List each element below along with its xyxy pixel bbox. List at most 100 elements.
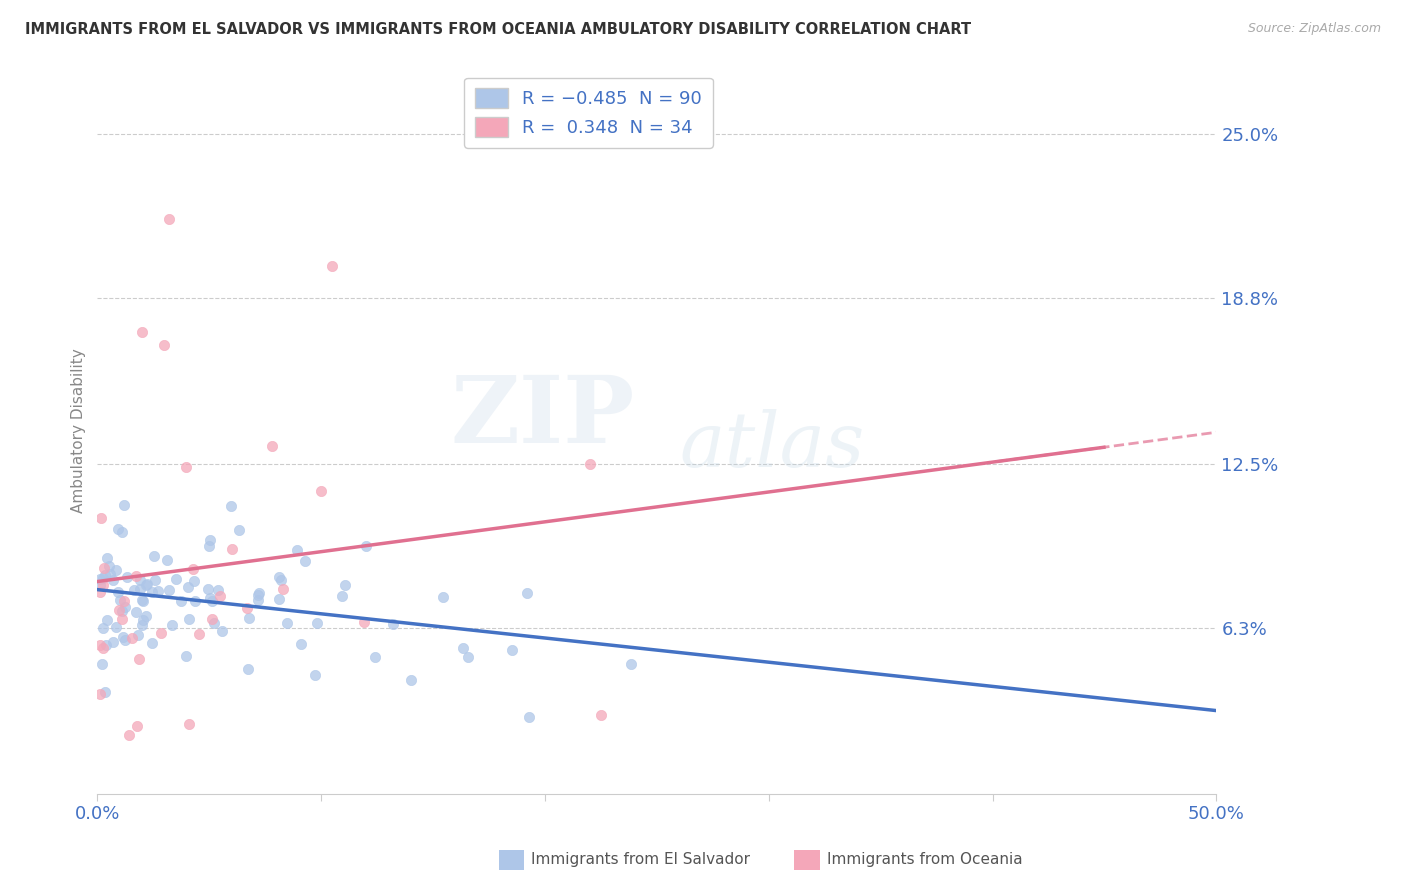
Point	[125, 718, 148, 732]
Text: Source: ZipAtlas.com: Source: ZipAtlas.com	[1247, 22, 1381, 36]
Point	[381, 616, 404, 631]
Point	[96, 551, 118, 566]
Point	[131, 618, 153, 632]
Point	[304, 668, 326, 682]
Point	[114, 599, 136, 614]
Point	[156, 553, 179, 567]
Point	[333, 577, 356, 591]
Point	[111, 525, 134, 540]
Point	[276, 616, 298, 631]
Point	[228, 523, 250, 537]
Point	[453, 640, 475, 655]
Point	[132, 594, 155, 608]
Point	[101, 635, 124, 649]
Text: ZIP: ZIP	[450, 372, 634, 461]
Point	[271, 582, 294, 596]
Point	[90, 511, 112, 525]
Point	[201, 611, 224, 625]
Point	[135, 609, 157, 624]
Point	[330, 589, 353, 603]
Point	[260, 439, 283, 453]
Point	[307, 615, 329, 630]
Point	[198, 533, 221, 548]
Point	[516, 586, 538, 600]
Point	[131, 592, 153, 607]
Point	[112, 593, 135, 607]
Point	[112, 498, 135, 512]
Point	[174, 649, 197, 664]
Point	[111, 604, 134, 618]
Point	[354, 539, 377, 553]
Point	[247, 588, 270, 602]
Point	[207, 583, 229, 598]
Point	[201, 594, 224, 608]
Point	[198, 539, 221, 553]
Point	[91, 621, 114, 635]
Point	[89, 639, 111, 653]
Point	[91, 571, 114, 585]
Point	[363, 649, 385, 664]
Point	[89, 577, 111, 591]
Point	[177, 580, 200, 594]
Point	[121, 632, 143, 646]
Point	[153, 338, 176, 352]
Point	[209, 590, 232, 604]
Point	[294, 554, 316, 568]
Point	[457, 650, 479, 665]
Point	[202, 615, 225, 630]
Point	[578, 457, 600, 471]
Point	[135, 577, 157, 591]
Point	[432, 591, 454, 605]
Point	[247, 592, 270, 607]
Point	[97, 559, 120, 574]
Point	[114, 632, 136, 647]
Point	[93, 561, 115, 575]
Point	[111, 612, 134, 626]
Point	[238, 610, 260, 624]
Point	[90, 657, 112, 672]
Point	[181, 561, 204, 575]
Point	[150, 626, 173, 640]
Point	[118, 728, 141, 742]
Point	[285, 543, 308, 558]
Point	[110, 593, 132, 607]
Point	[290, 637, 312, 651]
Point	[131, 325, 153, 339]
Point	[91, 578, 114, 592]
Y-axis label: Ambulatory Disability: Ambulatory Disability	[72, 349, 86, 514]
Point	[89, 572, 111, 586]
Text: Immigrants from El Salvador: Immigrants from El Salvador	[531, 853, 751, 867]
Point	[104, 563, 127, 577]
Point	[141, 584, 163, 599]
Point	[309, 483, 332, 498]
Point	[589, 707, 612, 722]
Text: Immigrants from Oceania: Immigrants from Oceania	[827, 853, 1022, 867]
Text: atlas: atlas	[679, 409, 865, 483]
Point	[269, 570, 291, 584]
Point	[197, 582, 219, 597]
Point	[221, 541, 243, 556]
Point	[94, 638, 117, 652]
Point	[162, 617, 184, 632]
Point	[103, 573, 125, 587]
Point	[219, 500, 242, 514]
Point	[179, 716, 201, 731]
Point	[188, 627, 211, 641]
Point	[142, 549, 165, 564]
Point	[353, 615, 375, 629]
Point	[183, 574, 205, 588]
Point	[236, 600, 259, 615]
Point	[501, 643, 523, 657]
Point	[94, 568, 117, 582]
Point	[517, 710, 540, 724]
Point	[170, 594, 193, 608]
Point	[105, 619, 128, 633]
Point	[321, 260, 343, 274]
Point	[122, 582, 145, 597]
Point	[157, 582, 180, 597]
Point	[125, 606, 148, 620]
Point	[620, 657, 643, 671]
Point	[270, 573, 292, 587]
Point	[111, 630, 134, 644]
Legend: R = −0.485  N = 90, R =  0.348  N = 34: R = −0.485 N = 90, R = 0.348 N = 34	[464, 78, 713, 148]
